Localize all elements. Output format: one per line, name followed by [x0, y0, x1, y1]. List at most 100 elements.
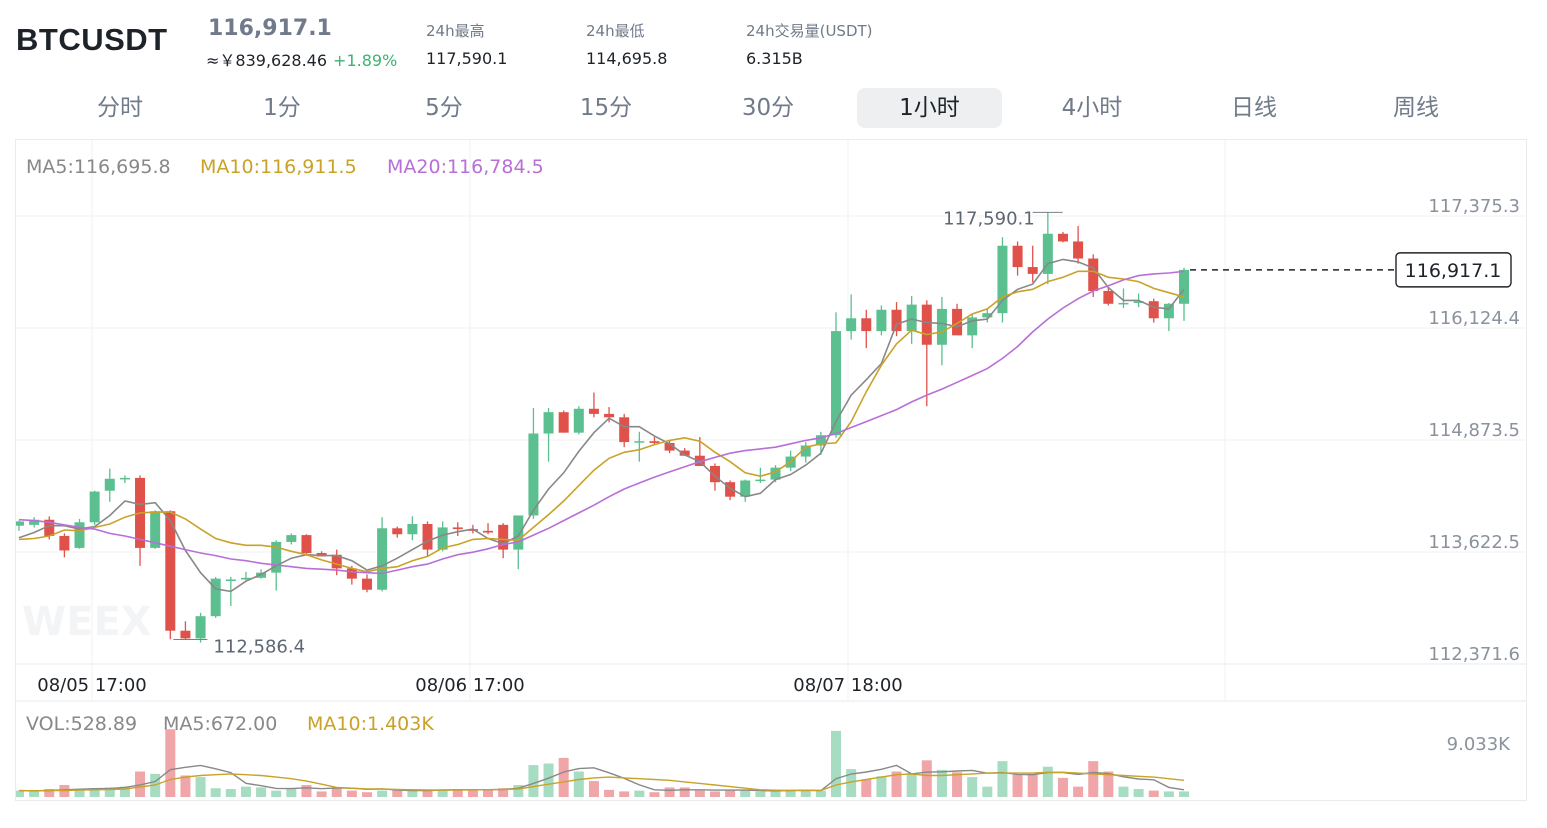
- stat-value: 114,695.8: [586, 49, 668, 68]
- x-tick-label: 08/06 17:00: [415, 675, 524, 696]
- tab-1w[interactable]: 周线: [1393, 95, 1439, 121]
- volume-bar: [14, 790, 24, 797]
- candle-body: [180, 630, 191, 639]
- candle-body: [377, 528, 388, 590]
- tab-1d[interactable]: 日线: [1231, 95, 1277, 121]
- volume-bar: [573, 771, 584, 797]
- ma5-legend: MA5:116,695.8: [26, 156, 171, 178]
- candle-body: [483, 530, 494, 533]
- candle-body: [59, 535, 70, 551]
- candle-body: [513, 515, 524, 550]
- candle-body: [634, 441, 645, 443]
- x-axis: 08/05 17:00 08/06 17:00 08/07 18:00: [37, 675, 902, 696]
- candle-body: [452, 527, 463, 530]
- candle-body: [119, 477, 130, 480]
- tab-15m[interactable]: 15分: [579, 95, 633, 121]
- candle-body: [770, 467, 781, 480]
- volume-bar: [165, 729, 176, 797]
- volume-bar: [195, 777, 206, 797]
- volume-bar: [800, 789, 811, 797]
- y-tick-label: 117,375.3: [1428, 196, 1520, 217]
- volume-bar: [452, 789, 463, 797]
- stat-label: 24h最低: [586, 22, 645, 40]
- volume-bar: [316, 791, 327, 797]
- candle-body: [831, 331, 842, 436]
- volume-bar: [861, 779, 872, 797]
- volume-bar: [634, 790, 645, 797]
- change-percent: +1.89%: [333, 51, 398, 70]
- tab-5m[interactable]: 5分: [425, 95, 463, 121]
- candle-body: [422, 524, 433, 550]
- tab-1h[interactable]: 1小时: [857, 88, 1002, 128]
- min-price-label: 112,586.4: [213, 637, 305, 658]
- stat-24h-low: 24h最低 114,695.8: [586, 20, 667, 68]
- volume-bar: [74, 789, 85, 797]
- candlestick-chart[interactable]: WEEX MA5:116,695.8 MA10:116,911.5 MA20:1…: [14, 140, 1526, 800]
- symbol-title[interactable]: BTCUSDT: [16, 22, 168, 57]
- candle-body: [573, 408, 584, 433]
- candle-body: [316, 553, 327, 557]
- volume-bar: [44, 789, 55, 797]
- candle-body: [921, 304, 932, 345]
- candle-body: [846, 318, 857, 332]
- candle-body: [1103, 290, 1114, 304]
- volume-bar: [1057, 777, 1068, 797]
- volume-bar: [467, 789, 478, 797]
- x-tick-label: 08/07 18:00: [793, 675, 902, 696]
- volume-bar: [377, 790, 388, 797]
- candle-body: [709, 465, 720, 483]
- volume-bar: [240, 786, 251, 797]
- candle-body: [679, 450, 690, 456]
- volume-bar: [407, 789, 418, 797]
- volume-bar: [1163, 791, 1174, 797]
- max-price-label: 117,590.1: [943, 208, 1035, 229]
- volume-bar: [936, 769, 947, 797]
- volume-bar: [770, 790, 781, 797]
- volume-bar: [210, 788, 221, 797]
- ma20-line: [18, 270, 1185, 575]
- volume-bar: [528, 765, 539, 797]
- candle-body: [528, 433, 539, 516]
- vol-ma10: MA10:1.403K: [307, 713, 434, 735]
- volume-bar: [271, 790, 282, 797]
- tab-30m[interactable]: 30分: [741, 95, 795, 121]
- tab-4h[interactable]: 4小时: [1061, 95, 1123, 121]
- chart-panel[interactable]: WEEX MA5:116,695.8 MA10:116,911.5 MA20:1…: [14, 139, 1527, 801]
- volume-bar: [876, 776, 887, 797]
- candle-body: [150, 511, 161, 548]
- volume-bar: [906, 773, 917, 797]
- candle-body: [240, 577, 251, 580]
- ma5-line: [18, 258, 1185, 593]
- volume-bar: [755, 791, 766, 797]
- candle-body: [604, 413, 615, 418]
- candle-body: [815, 435, 826, 446]
- candle-body: [649, 441, 660, 443]
- volume-ma-lines: [18, 764, 1185, 792]
- tab-time-share[interactable]: 分时: [97, 95, 143, 121]
- volume-bar: [952, 772, 963, 797]
- candle-body: [664, 442, 675, 451]
- volume-bar: [498, 788, 509, 797]
- ma10-legend: MA10:116,911.5: [200, 156, 357, 178]
- interval-tabs: 分时 1分 5分 15分 30分 1小时 4小时 日线 周线: [16, 88, 1525, 130]
- y-tick-label: 113,622.5: [1428, 532, 1520, 553]
- last-price: 116,917.1: [208, 16, 332, 41]
- volume-bar: [437, 789, 448, 797]
- volume-bar: [815, 790, 826, 797]
- candle-body: [800, 445, 811, 457]
- grid-lines: [16, 140, 1526, 702]
- tab-1m[interactable]: 1分: [263, 95, 301, 121]
- candle-body: [1088, 258, 1099, 291]
- candle-body: [906, 304, 917, 332]
- candle-body: [967, 317, 978, 336]
- candle-body: [740, 480, 751, 497]
- candle-body: [936, 308, 947, 345]
- candle-body: [1179, 269, 1190, 304]
- volume-bar: [1133, 789, 1144, 797]
- candle-body: [558, 412, 569, 433]
- candle-body: [437, 527, 448, 550]
- ma-legend: MA5:116,695.8 MA10:116,911.5 MA20:116,78…: [26, 156, 544, 178]
- volume-bar: [619, 791, 630, 797]
- volume-bar: [1027, 773, 1038, 797]
- candle-body: [1057, 233, 1068, 242]
